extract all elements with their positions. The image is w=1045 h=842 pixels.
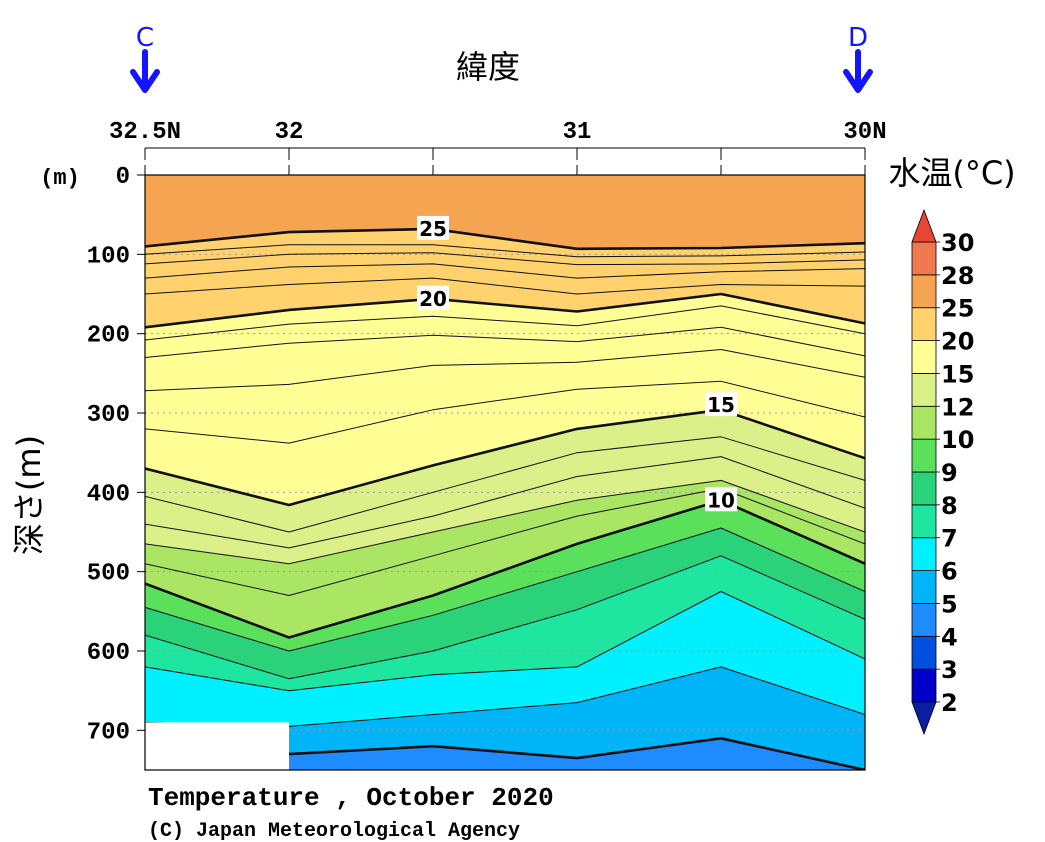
section-end-label: D <box>848 23 868 53</box>
temp-band-below-5 <box>145 738 865 770</box>
isotherm-11 <box>145 487 865 596</box>
colorbar-segment <box>911 373 937 407</box>
isotherm-9 <box>145 527 865 652</box>
colorbar-segment <box>911 241 937 276</box>
colorbar-segment <box>911 438 937 473</box>
y-axis-title: 深さ(m) <box>10 435 48 555</box>
isotherm-20 <box>145 292 865 329</box>
credit-text: (C) Japan Meteorological Agency <box>148 820 520 842</box>
isotherm-18 <box>145 326 865 358</box>
contour-labels: 25 20 15 10 <box>417 215 737 512</box>
y-tick-label-500: 500 <box>87 561 130 588</box>
isotherm-10 <box>145 498 865 639</box>
colorbar-segment <box>911 537 937 571</box>
isotherm-14 <box>145 436 865 533</box>
colorbar-top-arrow <box>911 208 937 243</box>
isotherm-5 <box>288 736 865 770</box>
isotherm-15 <box>145 408 865 507</box>
section-end-marker: D <box>843 23 873 93</box>
isotherm-lines <box>145 227 865 770</box>
colorbar: 2 3 4 5 6 7 8 9 10 12 15 20 25 28 30 <box>911 208 974 736</box>
colorbar-segment <box>911 274 937 309</box>
colorbar-segment <box>911 668 937 703</box>
colorbar-label-30: 30 <box>941 229 974 257</box>
colorbar-label-3: 3 <box>941 656 958 684</box>
contour-label-bg-10 <box>705 487 737 512</box>
isotherm-19 <box>145 305 865 341</box>
colorbar-label-15: 15 <box>941 360 974 388</box>
colorbar-segment <box>911 405 937 440</box>
y-axis-unit: (m) <box>40 166 80 191</box>
isotherm-12 <box>145 479 865 565</box>
x-tick-label-32.5N: 32.5N <box>109 119 181 146</box>
isotherm-25 <box>145 227 865 251</box>
contour-label-bg-25 <box>417 215 449 240</box>
contour-label-10: 10 <box>707 488 735 512</box>
chart-title: Temperature , October 2020 <box>148 783 554 813</box>
contour-label-15: 15 <box>707 393 735 417</box>
isotherm-22 <box>145 263 865 279</box>
x-tick-label-32: 32 <box>275 119 304 146</box>
colorbar-segment <box>911 307 937 341</box>
colorbar-label-10: 10 <box>941 426 974 454</box>
isotherm-8 <box>145 555 865 680</box>
colorbar-label-20: 20 <box>941 328 974 356</box>
depth-gridlines <box>145 253 865 731</box>
contour-label-bg-15 <box>705 392 737 417</box>
y-tick-label-100: 100 <box>87 243 130 270</box>
colorbar-label-2: 2 <box>941 689 958 717</box>
colorbar-label-12: 12 <box>941 393 974 421</box>
colorbar-label-5: 5 <box>941 590 958 618</box>
section-start-arrow-icon <box>130 49 160 93</box>
x-axis-title: 緯度 <box>456 48 520 86</box>
contour-label-20: 20 <box>419 287 447 311</box>
colorbar-label-25: 25 <box>941 295 974 323</box>
isotherm-17 <box>145 349 865 392</box>
colorbar-segment <box>911 635 937 670</box>
section-start-label: C <box>136 23 154 53</box>
isotherm-21 <box>145 277 865 295</box>
colorbar-title: 水温(°C) <box>888 154 1015 192</box>
colorbar-label-8: 8 <box>941 492 958 520</box>
colorbar-bottom-arrow <box>911 701 937 736</box>
colorbar-label-9: 9 <box>941 459 958 487</box>
y-tick-label-300: 300 <box>87 402 130 429</box>
contour-label-25: 25 <box>419 217 447 241</box>
isotherm-7 <box>145 591 865 692</box>
section-start-marker: C <box>130 23 160 93</box>
isotherm-24 <box>145 244 865 258</box>
isotherm-16 <box>145 380 865 444</box>
colorbar-label-4: 4 <box>941 623 958 651</box>
contour-label-bg-20 <box>417 285 449 310</box>
y-tick-label-700: 700 <box>87 719 130 746</box>
isotherm-13 <box>145 456 865 549</box>
colorbar-segment <box>911 603 937 637</box>
y-tick-label-0: 0 <box>116 164 130 191</box>
colorbar-label-7: 7 <box>941 525 958 553</box>
x-tick-label-31: 31 <box>563 119 592 146</box>
colorbar-label-28: 28 <box>941 262 974 290</box>
y-tick-label-200: 200 <box>87 323 130 350</box>
colorbar-segment <box>911 570 937 604</box>
isotherm-23 <box>145 252 865 266</box>
section-end-arrow-icon <box>843 49 873 93</box>
y-tick-label-400: 400 <box>87 481 130 508</box>
plot-frame <box>144 174 866 771</box>
x-tick-label-30N: 30N <box>843 119 886 146</box>
depth-axis: 0 100 200 300 400 500 600 700 <box>87 164 145 746</box>
colorbar-label-6: 6 <box>941 558 958 586</box>
y-tick-label-600: 600 <box>87 640 130 667</box>
colorbar-segment <box>911 340 937 374</box>
plot-area <box>145 175 865 770</box>
no-data-region <box>145 722 289 770</box>
latitude-axis: 32.5N 32 31 30N <box>109 119 887 175</box>
colorbar-segment <box>911 471 937 506</box>
colorbar-segment <box>911 504 937 539</box>
